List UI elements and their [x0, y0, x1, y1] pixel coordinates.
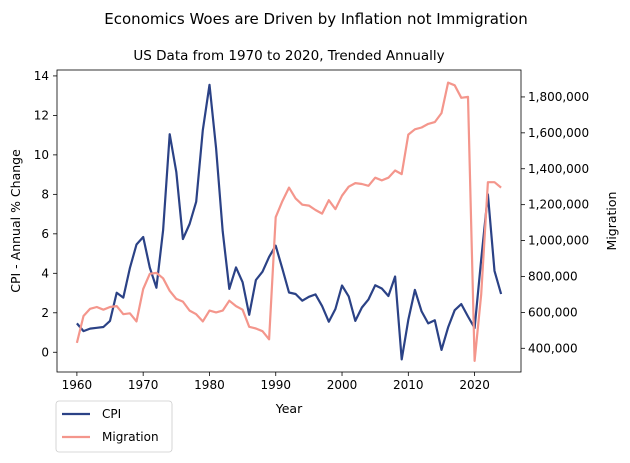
y-left-tick-label: 0 [41, 345, 49, 359]
chart-subtitle: US Data from 1970 to 2020, Trended Annua… [133, 48, 444, 64]
y-left-tick-label: 8 [41, 187, 49, 201]
y-right-tick-label: 1,600,000 [528, 126, 589, 140]
x-axis-label: Year [275, 401, 303, 416]
y-left-tick-label: 6 [41, 227, 49, 241]
x-tick-label: 2010 [393, 378, 424, 392]
y-right-tick-label: 1,800,000 [528, 90, 589, 104]
y-axis-right-label: Migration [604, 192, 619, 251]
series-line-cpi [76, 83, 503, 361]
chart-title: Economics Woes are Driven by Inflation n… [104, 10, 527, 28]
y-axis-left: 0 2 4 6 8 10 12 14 [34, 69, 57, 359]
y-axis-left-label: CPI - Annual % Change [8, 149, 23, 293]
x-axis: 1960 1970 1980 1990 2000 2010 2020 [62, 372, 490, 392]
y-right-tick-label: 600,000 [528, 305, 578, 319]
x-tick-label: 2000 [327, 378, 358, 392]
legend-label-cpi: CPI [102, 407, 121, 421]
y-right-tick-label: 1,200,000 [528, 198, 589, 212]
y-right-tick-label: 1,000,000 [528, 234, 589, 248]
x-tick-label: 2020 [459, 378, 490, 392]
legend: CPI Migration [55, 400, 173, 453]
y-left-tick-label: 10 [34, 148, 49, 162]
y-right-tick-label: 400,000 [528, 341, 578, 355]
y-left-tick-label: 2 [41, 306, 49, 320]
plot-frame [56, 69, 522, 373]
x-tick-label: 1970 [128, 378, 159, 392]
legend-label-migration: Migration [102, 430, 159, 444]
x-tick-label: 1960 [62, 378, 93, 392]
y-axis-right: 400,000 600,000 800,000 1,000,000 1,200,000 1… [521, 90, 589, 355]
y-right-tick-label: 1,400,000 [528, 162, 589, 176]
y-left-tick-label: 14 [34, 69, 49, 83]
series-line-migration [75, 81, 502, 362]
series-layer [75, 81, 503, 362]
y-right-tick-label: 800,000 [528, 269, 578, 283]
y-left-tick-label: 12 [34, 108, 49, 122]
x-tick-label: 1980 [194, 378, 225, 392]
y-left-tick-label: 4 [41, 266, 49, 280]
x-tick-label: 1990 [260, 378, 291, 392]
